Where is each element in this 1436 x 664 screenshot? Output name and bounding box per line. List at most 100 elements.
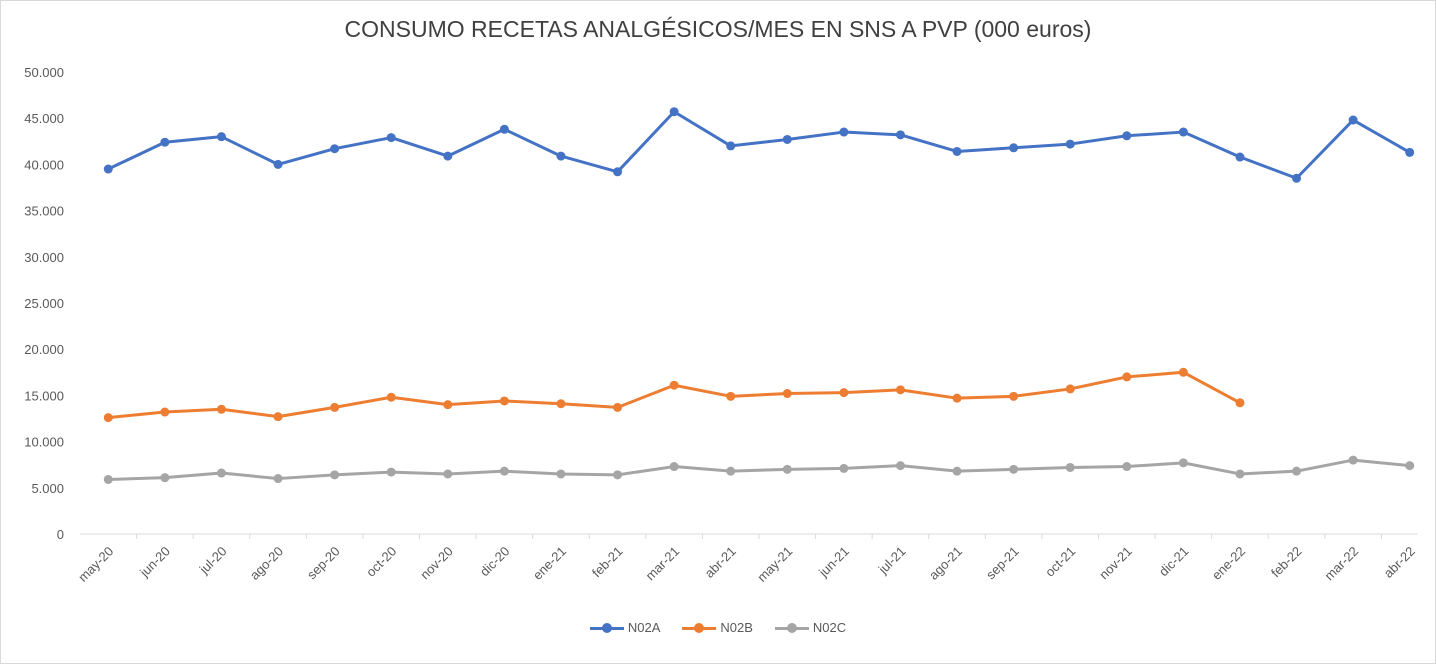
x-tick-label: jun-21 [815, 544, 852, 581]
y-tick-label: 20.000 [24, 342, 64, 357]
x-tick-label: sep-20 [304, 544, 343, 583]
x-tick-label: jul-20 [196, 544, 230, 578]
x-tick-label: ago-20 [247, 544, 286, 583]
x-tick-label: jun-20 [136, 544, 173, 581]
data-point [839, 127, 849, 137]
data-point [1065, 139, 1075, 149]
data-point [782, 389, 792, 399]
data-point [952, 466, 962, 476]
x-tick-label: abr-22 [1381, 544, 1418, 581]
y-tick-label: 10.000 [24, 435, 64, 450]
data-point [386, 467, 396, 477]
x-tick-label: dic-21 [1156, 544, 1192, 580]
data-point [895, 130, 905, 140]
x-tick-label: oct-21 [1042, 544, 1078, 580]
data-point [386, 392, 396, 402]
x-tick-label: abr-21 [702, 544, 739, 581]
x-tick-label: may-20 [75, 544, 116, 585]
data-point [330, 470, 340, 480]
data-point [1178, 367, 1188, 377]
data-point [726, 391, 736, 401]
data-point [1405, 461, 1415, 471]
data-point [613, 402, 623, 412]
legend-label: N02A [627, 620, 661, 635]
legend-item: N02A [589, 620, 661, 635]
data-point [839, 388, 849, 398]
x-tick-label: jul-21 [875, 544, 909, 578]
data-point [160, 473, 170, 483]
legend-swatch [589, 622, 624, 634]
data-point [613, 167, 623, 177]
data-point [1065, 462, 1075, 472]
data-point [1009, 464, 1019, 474]
data-point [952, 146, 962, 156]
data-point [556, 151, 566, 161]
legend-label: N02C [812, 620, 847, 635]
data-point [669, 462, 679, 472]
y-tick-label: 35.000 [24, 204, 64, 219]
data-point [839, 463, 849, 473]
data-point [443, 151, 453, 161]
x-tick-label: ago-21 [926, 544, 965, 583]
data-point [273, 412, 283, 422]
data-point [1178, 127, 1188, 137]
y-tick-label: 25.000 [24, 296, 64, 311]
x-tick-label: ene-22 [1209, 544, 1248, 583]
data-point [952, 393, 962, 403]
data-point [160, 407, 170, 417]
data-point [1235, 469, 1245, 479]
data-point [556, 399, 566, 409]
x-tick-label: ene-21 [530, 544, 569, 583]
data-point [1292, 466, 1302, 476]
data-point [273, 474, 283, 484]
data-point [1065, 384, 1075, 394]
data-point [669, 107, 679, 117]
series-layer [103, 107, 1415, 484]
legend-item: N02C [774, 620, 847, 635]
series-line [106, 370, 1242, 420]
x-tick-label: may-21 [754, 544, 795, 585]
data-point [103, 413, 113, 423]
series-line [106, 458, 1412, 481]
x-tick-label: dic-20 [477, 544, 513, 580]
data-point [499, 466, 509, 476]
series-n02b [103, 367, 1245, 423]
data-point [1292, 173, 1302, 183]
data-point [443, 400, 453, 410]
series-n02c [103, 455, 1415, 484]
y-tick-label: 30.000 [24, 250, 64, 265]
data-point [782, 134, 792, 144]
y-tick-label: 50.000 [24, 65, 64, 80]
data-point [556, 469, 566, 479]
data-point [443, 469, 453, 479]
data-point [1235, 152, 1245, 162]
data-point [216, 468, 226, 478]
y-tick-label: 5.000 [31, 481, 64, 496]
data-point [1235, 398, 1245, 408]
data-point [273, 159, 283, 169]
data-point [1348, 455, 1358, 465]
data-point [1178, 458, 1188, 468]
data-point [386, 133, 396, 143]
series-line [106, 110, 1412, 180]
x-tick-label: sep-21 [983, 544, 1022, 583]
legend-label: N02B [720, 620, 753, 635]
data-point [216, 132, 226, 142]
legend-swatch [774, 622, 809, 634]
data-point [726, 466, 736, 476]
data-point [1348, 115, 1358, 125]
series-n02a [103, 107, 1415, 183]
data-point [1122, 131, 1132, 141]
x-tick-label: mar-22 [1322, 544, 1362, 584]
data-point [1009, 391, 1019, 401]
data-point [160, 137, 170, 147]
x-tick-label: feb-22 [1268, 544, 1305, 581]
data-point [895, 461, 905, 471]
data-point [1405, 147, 1415, 157]
y-tick-label: 40.000 [24, 157, 64, 172]
x-tick-label: nov-20 [417, 544, 456, 583]
data-point [1009, 143, 1019, 153]
y-tick-label: 15.000 [24, 388, 64, 403]
data-point [1122, 462, 1132, 472]
